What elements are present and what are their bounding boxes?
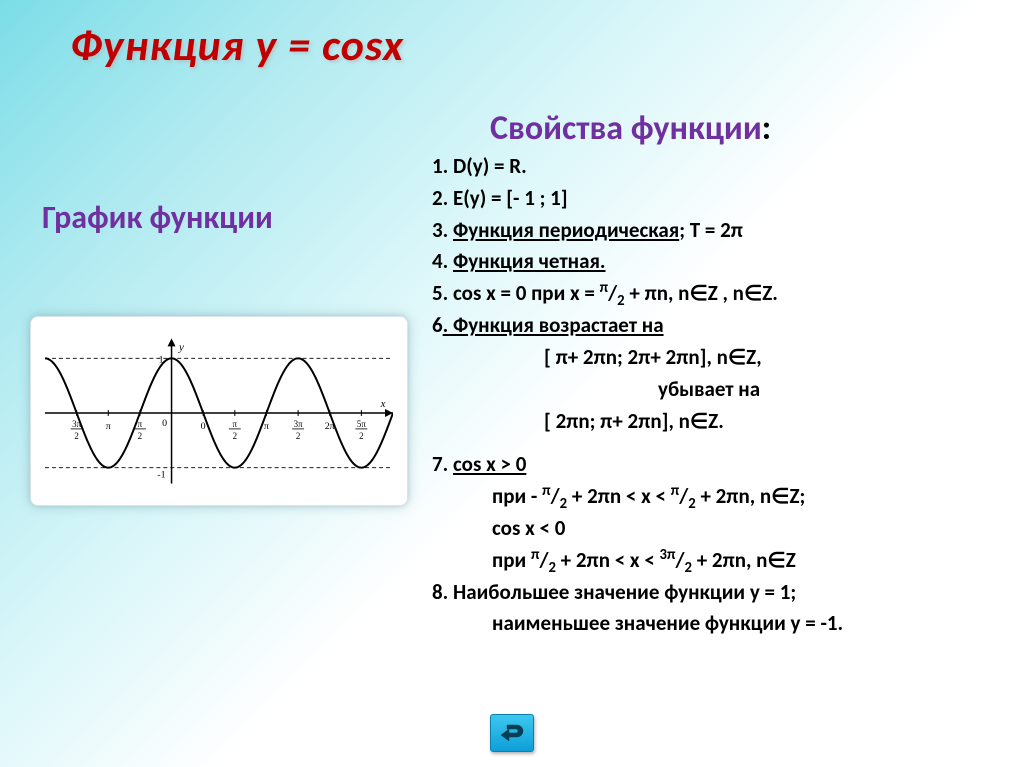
prop-7-s4: / — [675, 547, 684, 573]
u-turn-back-icon — [499, 721, 525, 745]
prop-7-pi1: π — [542, 481, 551, 499]
properties-heading: Свойства функции: — [490, 108, 771, 149]
graph-heading: График функции — [42, 198, 273, 237]
slide-title: Функция y = cosx — [70, 18, 404, 72]
svg-text:π: π — [106, 421, 111, 432]
prop-7-b2: + 2πn < x < — [556, 547, 660, 573]
prop-7-s2: / — [679, 483, 688, 509]
prop-5: 5. cos x = 0 при x = π/2 + πn, n∈Z , n∈Z… — [432, 279, 1022, 309]
prop-7-3pi: 3π — [660, 545, 676, 563]
svg-text:2: 2 — [296, 431, 300, 441]
prop-6-dec-label: убывает на — [432, 375, 1022, 405]
svg-text:2: 2 — [74, 431, 78, 441]
svg-text:-1: -1 — [157, 470, 165, 481]
prop-3-pre: 3. — [432, 217, 453, 243]
prop-3: 3. Функция периодическая; T = 2π — [432, 216, 1022, 246]
svg-text:π: π — [233, 419, 238, 429]
properties-heading-text: Свойства функции — [490, 108, 762, 149]
prop-4: 4. Функция четная. — [432, 247, 1022, 277]
prop-7-head: 7. — [432, 451, 453, 477]
prop-3-underline: Функция периодическая — [453, 217, 679, 243]
svg-text:5π: 5π — [357, 419, 366, 429]
prop-7-b3: + 2πn, n∈Z — [692, 547, 796, 573]
prop-7-pos: при - π/2 + 2πn < x < π/2 + 2πn, n∈Z; — [432, 482, 1022, 512]
svg-text:π: π — [264, 421, 269, 432]
prop-7-pi2: π — [671, 481, 680, 499]
svg-text:y: y — [178, 341, 184, 353]
prop-5-a: 5. cos x = 0 при x = — [432, 280, 600, 306]
prop-7-neg: при π/2 + 2πn < x < 3π/2 + 2πn, n∈Z — [432, 546, 1022, 576]
prop-5-pi: π — [600, 278, 609, 296]
prop-7-22: 2 — [688, 494, 695, 512]
svg-text:2π: 2π — [325, 421, 335, 432]
prop-1: 1. D(y) = R. — [432, 152, 1022, 182]
prop-7-underline: cos x > 0 — [453, 451, 526, 477]
prop-6: 6. Функция возрастает на — [432, 311, 1022, 341]
spacer — [432, 438, 1022, 448]
back-button[interactable] — [490, 714, 534, 752]
svg-text:2: 2 — [138, 431, 142, 441]
prop-7-24: 2 — [685, 558, 692, 576]
prop-3-post: ; T = 2π — [679, 217, 743, 243]
prop-7-b1: при — [492, 547, 531, 573]
svg-text:1: 1 — [159, 354, 164, 365]
svg-text:0: 0 — [201, 421, 206, 432]
prop-2: 2. E(y) = [- 1 ; 1] — [432, 184, 1022, 214]
prop-5-2: 2 — [617, 291, 624, 309]
prop-7-a3: + 2πn, n∈Z; — [696, 483, 806, 509]
prop-8a: 8. Наибольшее значение функции y = 1; — [432, 578, 1022, 608]
properties-heading-colon: : — [762, 108, 771, 149]
svg-text:2: 2 — [359, 431, 363, 441]
prop-6-pre: 6 — [432, 312, 443, 338]
prop-5-e: + πn, n∈Z , n∈Z. — [625, 280, 778, 306]
svg-text:x: x — [380, 398, 386, 410]
prop-7: 7. cos x > 0 — [432, 450, 1022, 480]
prop-7-neg-label: cos x < 0 — [432, 514, 1022, 544]
prop-7-a1: при - — [492, 483, 542, 509]
prop-6-interval-dec: [ 2πn; π+ 2πn], n∈Z. — [432, 407, 1022, 437]
prop-8b: наименьшее значение функции y = -1. — [432, 609, 1022, 639]
prop-7-a2: + 2πn < x < — [567, 483, 671, 509]
svg-text:3π: 3π — [294, 419, 303, 429]
svg-text:π: π — [138, 419, 143, 429]
prop-6-underline: . Функция возрастает на — [443, 312, 664, 338]
prop-7-s1: / — [551, 483, 560, 509]
properties-list: 1. D(y) = R. 2. E(y) = [- 1 ; 1] 3. Функ… — [432, 152, 1022, 641]
svg-text:2: 2 — [233, 431, 237, 441]
prop-4-underline: Функция четная. — [453, 248, 606, 274]
svg-text:3π: 3π — [72, 419, 81, 429]
prop-6-interval-inc: [ π+ 2πn; 2π+ 2πn], n∈Z, — [432, 343, 1022, 373]
prop-5-slash: / — [608, 280, 617, 306]
graph-card: 3π2ππ20π2π3π22π5π201-1xy — [30, 316, 408, 506]
cosine-chart: 3π2ππ20π2π3π22π5π201-1xy — [45, 335, 393, 491]
prop-7-21: 2 — [560, 494, 567, 512]
prop-7-23: 2 — [548, 558, 555, 576]
prop-4-pre: 4. — [432, 248, 453, 274]
svg-text:0: 0 — [162, 418, 167, 429]
